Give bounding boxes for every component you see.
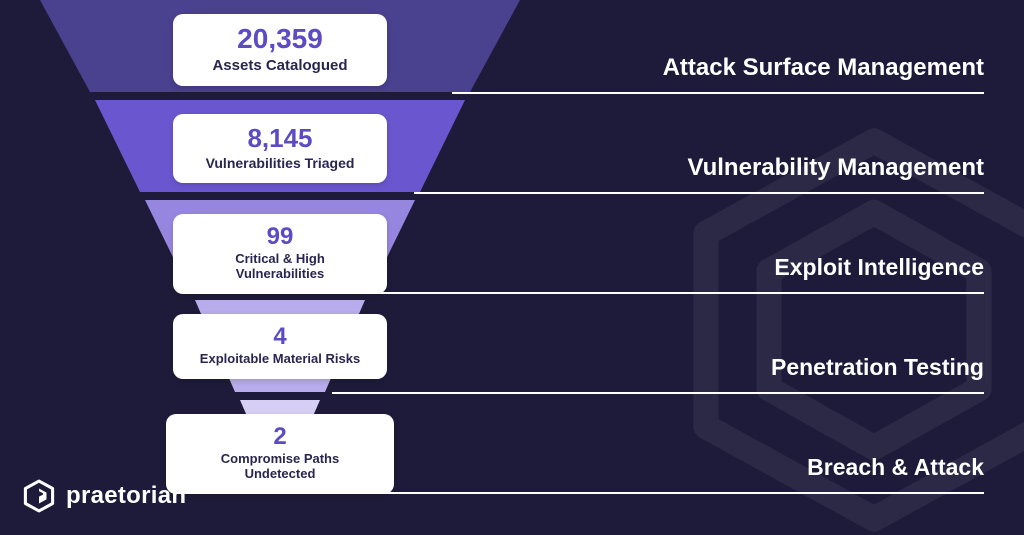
- brand-logo: praetorian: [22, 479, 186, 513]
- stage-divider: [452, 92, 984, 94]
- stage-divider: [332, 392, 984, 394]
- stage-label: Exploit Intelligence: [774, 254, 984, 281]
- brand-name: praetorian: [66, 482, 186, 510]
- funnel-card: 20,359 Assets Catalogued: [173, 14, 387, 86]
- card-number: 4: [191, 324, 369, 350]
- card-label: Vulnerabilities Triaged: [191, 155, 369, 171]
- funnel-chart: 20,359 Assets Catalogued 8,145 Vulnerabi…: [40, 0, 520, 535]
- card-number: 20,359: [191, 24, 369, 55]
- card-label: Critical & High Vulnerabilities: [191, 252, 369, 282]
- stage-label: Attack Surface Management: [663, 54, 984, 82]
- card-number: 2: [184, 424, 376, 450]
- funnel-card: 4 Exploitable Material Risks: [173, 314, 387, 379]
- card-number: 99: [191, 224, 369, 250]
- funnel-card: 99 Critical & High Vulnerabilities: [173, 214, 387, 294]
- stage-label: Breach & Attack: [807, 454, 984, 481]
- card-label: Compromise Paths Undetected: [184, 452, 376, 482]
- funnel-card: 2 Compromise Paths Undetected: [166, 414, 394, 494]
- stage-divider: [294, 492, 984, 494]
- stage-divider: [372, 292, 984, 294]
- stage-divider: [414, 192, 984, 194]
- card-number: 8,145: [191, 124, 369, 153]
- praetorian-logo-icon: [22, 479, 56, 513]
- card-label: Exploitable Material Risks: [191, 352, 369, 367]
- funnel-card: 8,145 Vulnerabilities Triaged: [173, 114, 387, 183]
- stage-label: Penetration Testing: [771, 354, 984, 381]
- card-label: Assets Catalogued: [191, 57, 369, 74]
- stage-label: Vulnerability Management: [687, 154, 984, 182]
